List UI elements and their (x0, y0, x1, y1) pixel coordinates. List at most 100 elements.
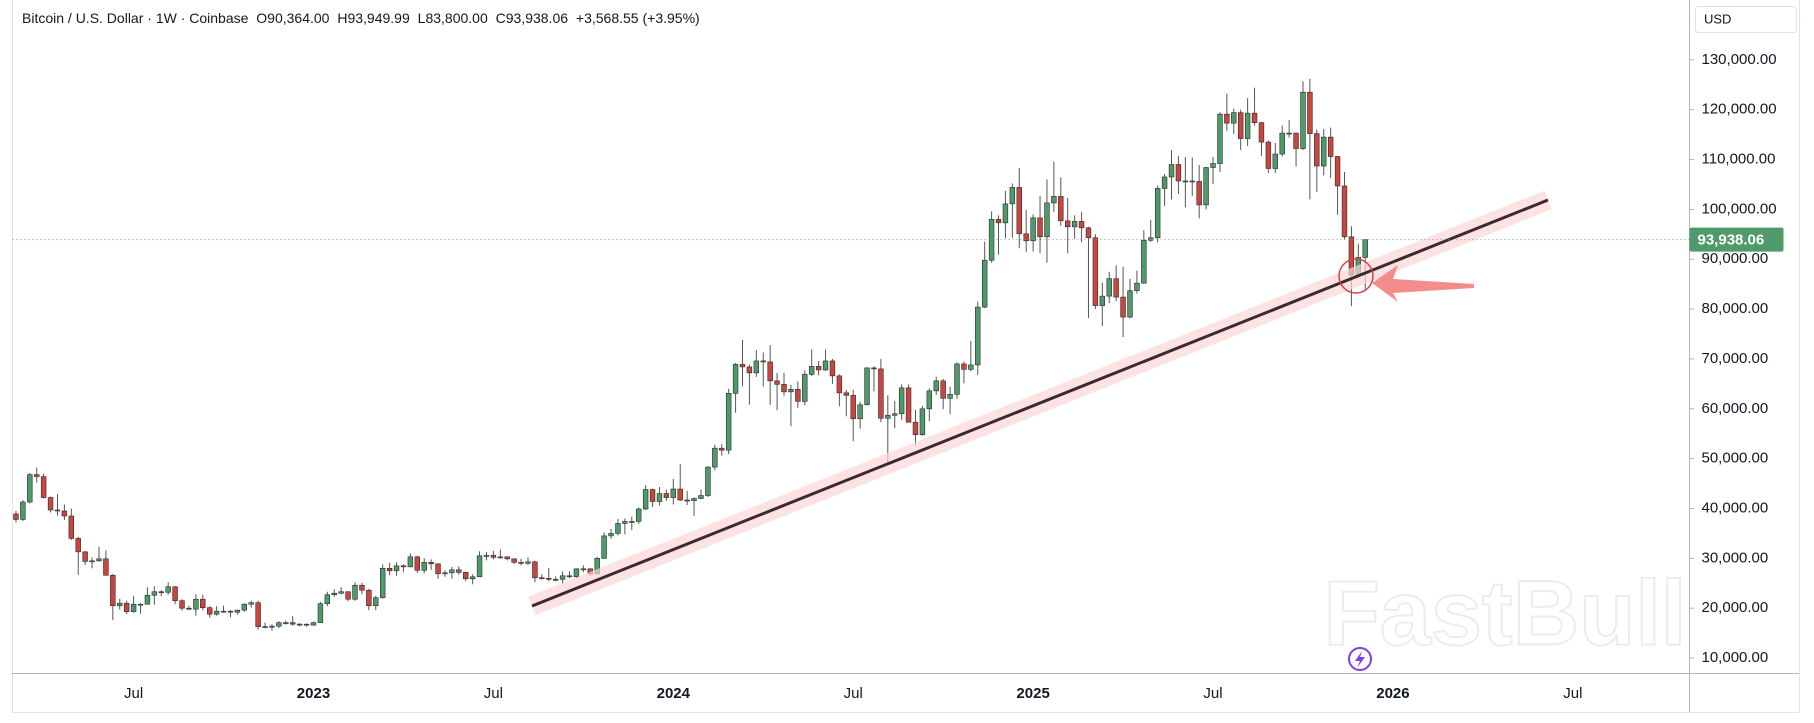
candle-body (573, 568, 580, 578)
candle-body (324, 594, 331, 605)
candle-body (1182, 180, 1189, 183)
candle-body (511, 558, 517, 563)
candle-body (559, 575, 566, 580)
candle-body (1175, 164, 1182, 182)
candle-body (449, 569, 455, 574)
arrow (1372, 265, 1474, 302)
candle-body (61, 510, 68, 517)
candle-body (649, 489, 656, 502)
candle-body (795, 389, 801, 402)
candle-body (802, 374, 808, 402)
candle-body (47, 497, 54, 511)
y-tick-label: 60,000.00 (1702, 400, 1769, 417)
candle-body (117, 602, 123, 606)
candle-body (1161, 176, 1168, 189)
currency-button[interactable] (1695, 6, 1797, 33)
candle-body (746, 366, 753, 374)
candle-body (566, 575, 573, 578)
candle-body (490, 555, 497, 558)
candle-body (608, 533, 614, 537)
candle-body (719, 447, 725, 451)
candle-body (1037, 217, 1043, 238)
candle-body (89, 560, 95, 563)
candle-body (629, 521, 635, 523)
candle-body (393, 565, 400, 572)
candle-body (739, 364, 746, 368)
candle-body (788, 389, 794, 393)
candle-body (981, 259, 988, 308)
x-tick-label: Jul (844, 685, 863, 702)
candle-body (947, 394, 953, 399)
candle-body (103, 558, 109, 576)
candle-body (885, 414, 891, 419)
candle-body (843, 392, 849, 396)
candle-body (705, 466, 711, 496)
candle-body (1044, 202, 1050, 238)
low-value: L83,800.00 (418, 10, 488, 26)
candle-body (428, 562, 434, 565)
candle-body (200, 598, 206, 608)
candle-body (1341, 185, 1348, 238)
candle-body (1307, 91, 1313, 134)
candle-body (1321, 136, 1327, 167)
symbol: Bitcoin / U.S. Dollar · 1W · Coinbase (22, 10, 249, 26)
candle-body (532, 561, 538, 579)
candle-body (1265, 141, 1272, 169)
candle-body (262, 626, 268, 628)
x-tick-label: 2024 (657, 685, 691, 702)
candle-body (552, 578, 559, 581)
candle-body (1030, 217, 1036, 242)
candle-body (456, 569, 462, 573)
x-tick-label: Jul (484, 685, 503, 702)
candle-body (822, 360, 829, 371)
candle-body (933, 380, 939, 392)
candle-body (442, 572, 448, 575)
candle-body (968, 364, 974, 370)
candle-body (27, 474, 33, 503)
candle-body (331, 592, 337, 596)
candle-body (677, 488, 683, 501)
candle-body (54, 509, 61, 512)
candle-body (269, 625, 275, 628)
candle-body (1196, 181, 1202, 206)
candle-body (525, 561, 531, 564)
candle-body (248, 602, 254, 605)
candle-body (601, 535, 607, 559)
candle-body (857, 404, 863, 420)
last-price-box (1689, 227, 1784, 252)
candle-body (1300, 91, 1306, 149)
y-tick-label: 100,000.00 (1702, 200, 1777, 217)
candle-body (1141, 239, 1147, 284)
candle-body (283, 622, 289, 624)
candle-body (213, 610, 220, 615)
x-tick-label: 2025 (1016, 685, 1049, 702)
candle-body (68, 515, 75, 539)
candle-body (1231, 112, 1237, 124)
candle-body (1334, 156, 1341, 187)
x-tick-label: Jul (124, 685, 143, 702)
candle-body (1210, 163, 1216, 168)
candle-body (476, 555, 483, 578)
candle-body (1134, 282, 1140, 291)
candle-body (878, 368, 884, 419)
candle-body (1148, 237, 1154, 241)
candle-body (303, 623, 310, 626)
close-value: C93,938.06 (496, 10, 569, 26)
candle-body (96, 558, 102, 562)
candle-body (75, 538, 81, 553)
candle-body (1362, 239, 1368, 258)
watermark: FastBull (1324, 562, 1687, 664)
candle-body (158, 591, 164, 594)
candle-body (13, 513, 19, 520)
candle-body (961, 363, 967, 370)
candle-body (760, 360, 766, 363)
candle-body (1065, 220, 1071, 228)
candle-body (1023, 233, 1029, 242)
candle-body (1071, 221, 1078, 228)
candle-body (871, 367, 877, 370)
candle-body (310, 622, 317, 626)
highlight-circle (1338, 258, 1374, 294)
candle-body (1279, 132, 1285, 155)
candle-body (296, 623, 303, 626)
candle-body (926, 390, 933, 410)
